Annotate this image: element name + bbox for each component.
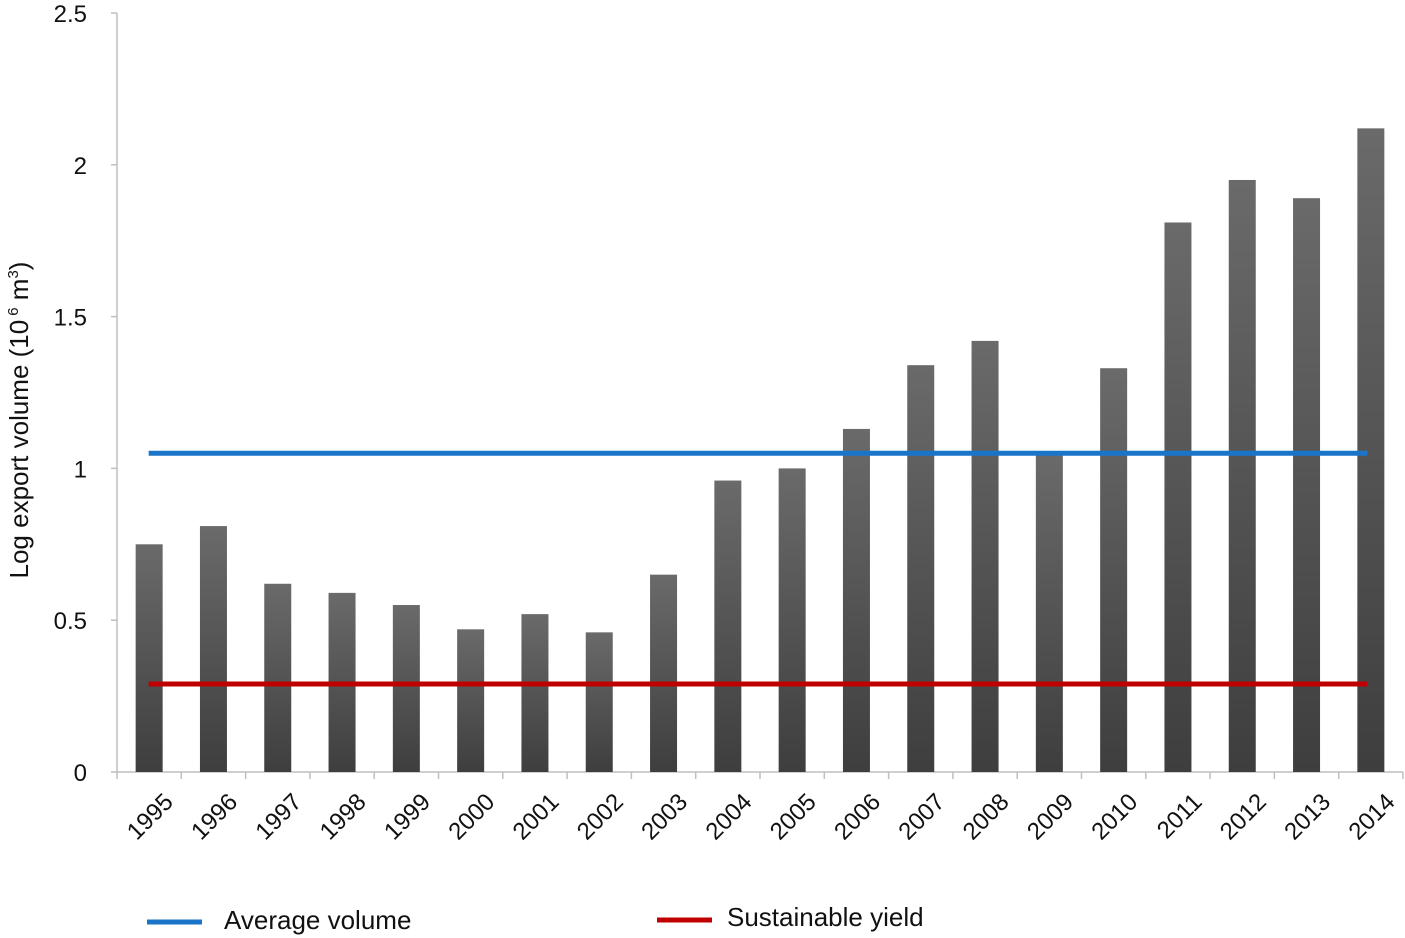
y-tick-label: 2: [74, 153, 87, 180]
y-tick-label: 1: [74, 456, 87, 483]
bar: [199, 526, 227, 772]
y-axis: 0 0.5 1 1.5 2 2.5: [54, 1, 118, 787]
bar: [1293, 198, 1321, 773]
bar: [1228, 179, 1256, 773]
x-tick-label: 2012: [1215, 788, 1272, 845]
bar: [778, 468, 806, 772]
x-tick-label: 1998: [315, 788, 372, 845]
x-tick-label: 2013: [1279, 788, 1336, 845]
x-tick-label: 1995: [122, 788, 179, 845]
x-tick-label: 2006: [829, 788, 886, 845]
bar: [1164, 222, 1192, 772]
y-axis-title: Log export volume (10 6 m3): [4, 262, 34, 579]
y-axis-title-unit: m: [4, 279, 34, 308]
reference-lines: [148, 450, 1368, 687]
legend-label-sustainable-yield: Sustainable yield: [727, 902, 924, 932]
x-tick-label: 2001: [508, 788, 565, 845]
x-tick-label: 1997: [250, 788, 307, 845]
bar: [714, 480, 742, 772]
bar: [264, 583, 292, 772]
x-tick-label: 2011: [1152, 788, 1208, 844]
bar: [907, 365, 935, 772]
x-tick-label: 1999: [379, 788, 436, 845]
bar: [521, 614, 549, 772]
bar: [457, 629, 485, 772]
legend-label-average-volume: Average volume: [224, 905, 411, 935]
bar: [842, 428, 870, 772]
bar: [135, 544, 163, 772]
y-axis-title-exponent: 6: [5, 307, 22, 315]
y-tick-label: 2.5: [54, 1, 87, 28]
x-tick-label: 1996: [186, 788, 243, 845]
y-tick-label: 1.5: [54, 305, 87, 332]
legend: Average volume Sustainable yield: [147, 902, 924, 935]
bar: [1035, 453, 1063, 772]
x-axis: 1995 1996 1997 1998 1999 2000 2001 2002 2003 2004…: [116, 771, 1404, 845]
bar: [1357, 128, 1385, 773]
y-axis-title-suffix: ): [4, 262, 34, 271]
y-axis-title-unit-sup: 3: [5, 270, 22, 278]
bar: [392, 605, 420, 772]
x-tick-label: 2004: [701, 788, 758, 845]
x-tick-label: 2010: [1086, 788, 1143, 845]
x-tick-label: 2002: [572, 788, 629, 845]
x-tick-label: 2008: [958, 788, 1015, 845]
x-tick-label: 2007: [893, 788, 950, 845]
x-tick-label: 2003: [636, 788, 693, 845]
bar-series: [135, 128, 1385, 773]
x-tick-label: 2009: [1022, 788, 1079, 845]
bar: [585, 632, 613, 772]
bar: [650, 574, 678, 772]
y-tick-label: 0.5: [54, 608, 87, 635]
x-tick-label: 2014: [1344, 788, 1401, 845]
y-tick-label: 0: [74, 760, 87, 787]
bar: [1100, 368, 1128, 772]
x-tick-label: 2000: [443, 788, 500, 845]
y-axis-title-prefix: Log export volume (10: [4, 320, 34, 579]
bar: [971, 340, 999, 772]
x-tick-label: 2005: [765, 788, 822, 845]
